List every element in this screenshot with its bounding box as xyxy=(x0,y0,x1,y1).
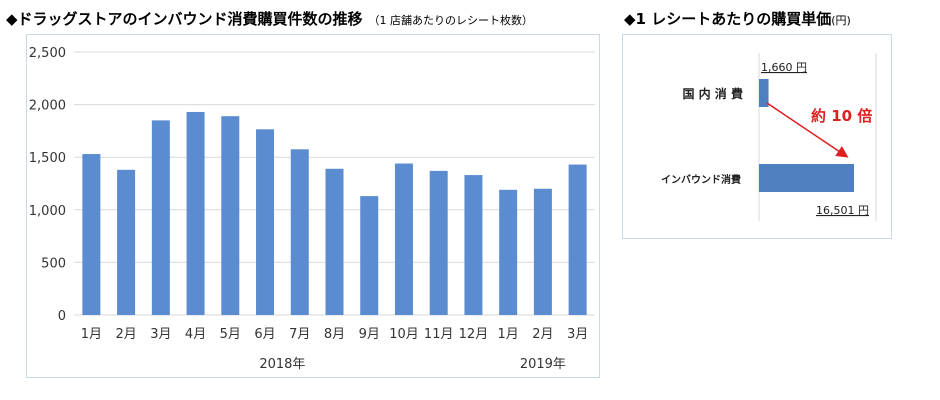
bar xyxy=(533,188,552,315)
bar xyxy=(256,129,275,315)
annotation-label: 約 10 倍 xyxy=(811,107,872,125)
x-tick-label: 10月 xyxy=(389,327,419,342)
year-label-2018: 2018年 xyxy=(259,357,305,372)
bar xyxy=(82,154,101,315)
bar xyxy=(325,168,344,315)
y-tick-label: 2,000 xyxy=(29,99,66,114)
bar xyxy=(151,120,170,315)
bar xyxy=(360,196,379,315)
bar xyxy=(186,111,205,316)
bar xyxy=(499,189,518,315)
bar xyxy=(759,164,854,192)
data-label-inbound: 16,501 円 xyxy=(816,204,869,217)
x-tick-label: 2月 xyxy=(115,327,136,342)
y-tick-label: 500 xyxy=(41,256,66,271)
bar xyxy=(394,163,413,315)
x-tick-label: 2月 xyxy=(532,327,553,342)
bar xyxy=(568,164,587,315)
x-tick-label: 1月 xyxy=(81,327,102,342)
right-chart-title: ◆1 レシートあたりの購買単価(円) xyxy=(624,10,851,28)
y-tick-label: 1,500 xyxy=(29,151,66,166)
unit-price-chart-panel: 国 内 消 費インバウンド消費 1,660 円 16,501 円 約 10 倍 xyxy=(622,34,892,239)
x-tick-label: 7月 xyxy=(289,327,310,342)
x-tick-label: 11月 xyxy=(424,327,454,342)
y-tick-label: 2,500 xyxy=(29,46,66,61)
x-tick-label: 4月 xyxy=(185,327,206,342)
receipt-count-bar-chart: 0 500 1,000 1,500 2,000 2,500 1月 2月 3月 4月 5月 6月 7月 8月… xyxy=(29,46,595,372)
arrow-icon xyxy=(766,102,849,158)
y-tick-label: 0 xyxy=(58,309,66,324)
y-tick-label: 1,000 xyxy=(29,204,66,219)
bar xyxy=(117,169,136,315)
category-label: インバウンド消費 xyxy=(661,173,741,186)
bar xyxy=(464,175,483,315)
x-tick-label: 3月 xyxy=(567,327,588,342)
left-chart-subtitle: （1 店舗あたりのレシート枚数） xyxy=(368,14,534,27)
bar xyxy=(290,149,309,315)
x-tick-label: 9月 xyxy=(359,327,380,342)
x-tick-label: 8月 xyxy=(324,327,345,342)
x-tick-label: 1月 xyxy=(498,327,519,342)
bar xyxy=(429,170,448,315)
right-chart-unit: (円) xyxy=(831,14,851,27)
left-chart-title: ◆ドラッグストアのインバウンド消費購買件数の推移 （1 店舗あたりのレシート枚数） xyxy=(6,10,534,28)
x-tick-label: 6月 xyxy=(254,327,275,342)
receipt-count-chart-panel: 0 500 1,000 1,500 2,000 2,500 1月 2月 3月 4月 5月 6月 7月 8月… xyxy=(26,34,600,378)
category-label: 国 内 消 費 xyxy=(682,86,743,101)
year-label-2019: 2019年 xyxy=(520,357,566,372)
data-label-domestic: 1,660 円 xyxy=(761,61,807,74)
bar xyxy=(221,116,240,315)
x-tick-label: 5月 xyxy=(220,327,241,342)
x-tick-label: 3月 xyxy=(150,327,171,342)
bar xyxy=(759,79,769,107)
x-tick-label: 12月 xyxy=(459,327,489,342)
